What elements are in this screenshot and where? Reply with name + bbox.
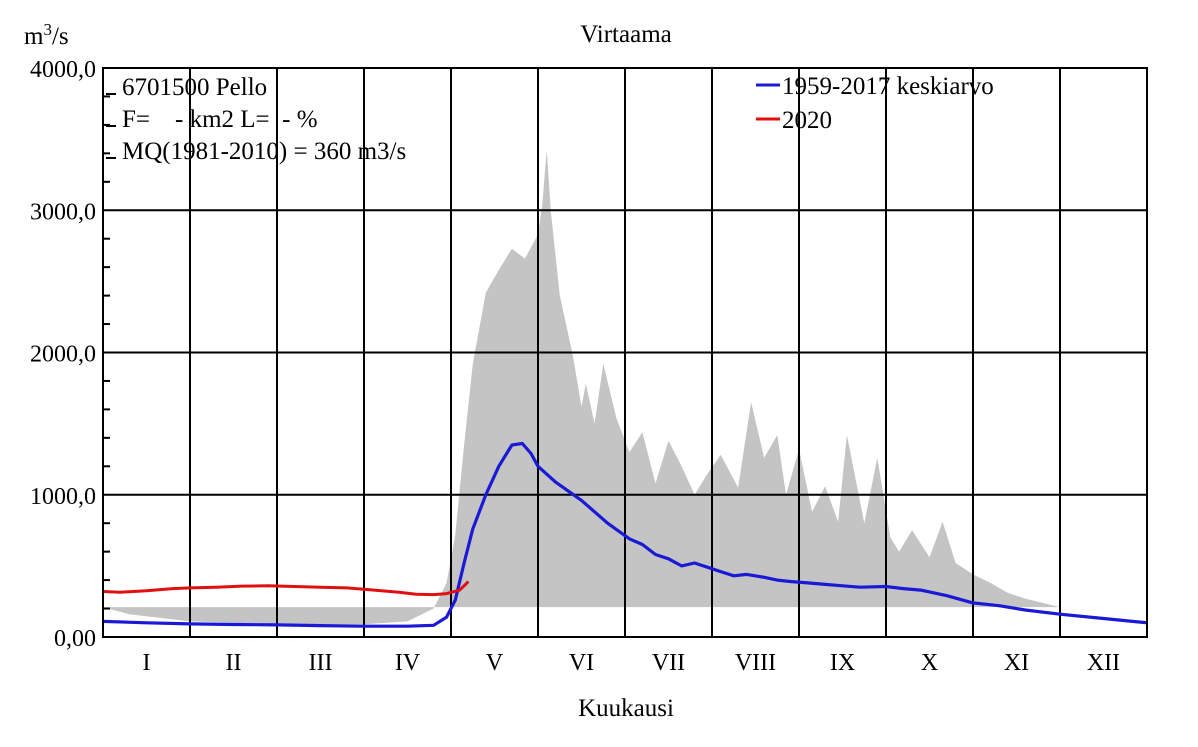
y-axis: 0,00 1000,0 2000,0 3000,0 4000,0 [30,57,110,652]
x-tick-label: I [143,650,151,676]
y-tick-label: 3000,0 [30,199,96,225]
station-info: 6701500 Pello F= - km2 L= - % MQ(1981-2010… [106,74,406,165]
x-tick-label: VII [652,650,685,676]
x-tick-label: II [226,650,242,676]
x-axis: I II III IV V VI VII VIII IX X XI XII [143,650,1121,676]
x-tick-label: IX [830,650,855,676]
y-tick-label: 1000,0 [30,484,96,510]
y-minor-ticks [103,95,110,610]
station-info-line: MQ(1981-2010) = 360 m3/s [122,138,406,165]
series-line-2020 [102,580,470,597]
x-tick-label: VI [569,650,594,676]
y-tick-label: 4000,0 [30,57,96,83]
legend: 1959-2017 keskiarvo 2020 [756,73,994,134]
grid-lines [103,68,1147,637]
x-tick-label: XII [1087,650,1120,676]
y-tick-label: 2000,0 [30,342,96,368]
series-line-mean [102,441,1148,628]
x-tick-label: VIII [735,650,776,676]
x-axis-label: Kuukausi [578,695,674,722]
x-tick-label: XI [1004,650,1029,676]
legend-label: 2020 [782,107,832,134]
y-axis-label: m3/s [24,20,69,50]
range-band [103,150,1060,625]
x-tick-label: V [486,650,504,676]
plot-frame [102,67,1148,638]
chart-title: Virtaama [580,21,672,48]
x-tick-label: X [921,650,938,676]
x-tick-label: III [309,650,333,676]
station-info-line: 6701500 Pello [122,74,267,101]
legend-label: 1959-2017 keskiarvo [782,73,994,100]
x-tick-label: IV [395,650,421,676]
y-tick-label: 0,00 [54,626,96,652]
station-info-line: F= - km2 L= - % [122,106,318,133]
